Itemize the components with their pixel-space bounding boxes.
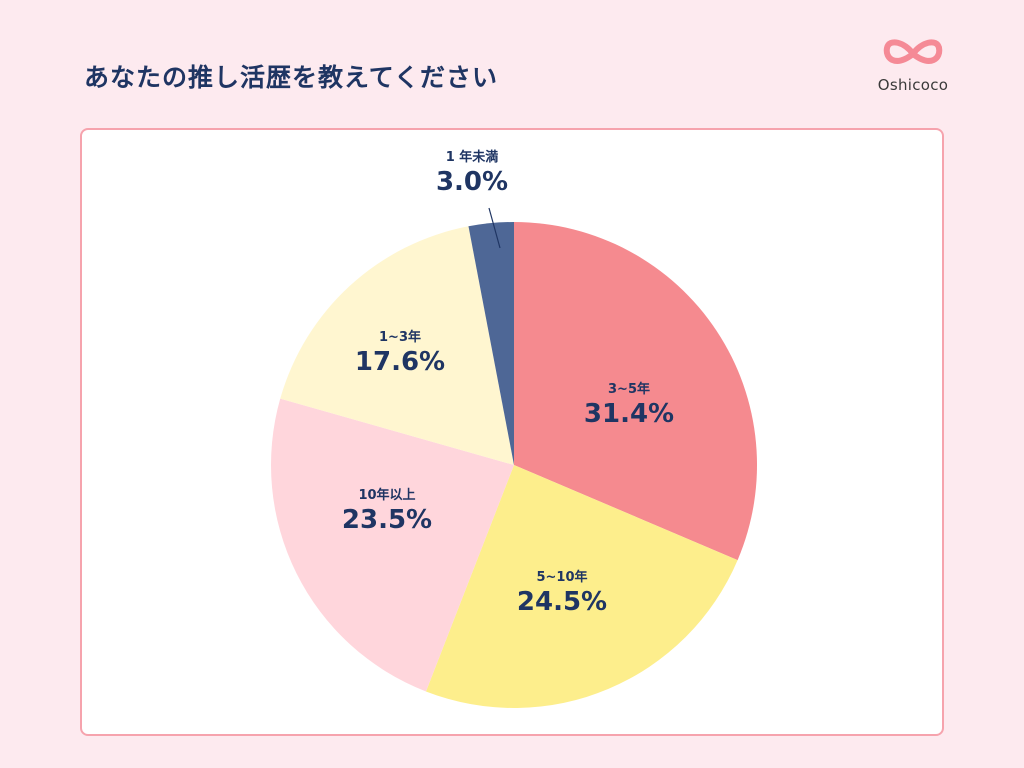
leader-line-under-1yr	[488, 207, 501, 249]
slice-5-10yr	[425, 465, 738, 708]
brand-name: Oshicoco	[877, 76, 949, 94]
slice-10yr-plus	[271, 398, 514, 692]
slice-3-5yr	[514, 222, 757, 561]
page-title: あなたの推し活歴を教えてください	[84, 63, 499, 92]
slice-label-1-3yr: 1~3年 17.6%	[354, 330, 446, 377]
slice-label-10yr-plus: 10年以上 23.5%	[341, 488, 433, 535]
brand-logo: Oshicoco	[868, 34, 958, 94]
slice-under-1yr	[468, 222, 514, 465]
chart-card: 3~5年 31.4% 5~10年 24.5% 10年以上 23.5% 1~3年 …	[80, 128, 944, 736]
slice-label-3-5yr: 3~5年 31.4%	[583, 382, 675, 429]
infinity-heart-logo-icon	[883, 39, 943, 64]
slice-label-5-10yr: 5~10年 24.5%	[516, 570, 608, 617]
slice-label-under-1yr: 1 年未満 3.0%	[435, 150, 509, 197]
pie-chart	[271, 207, 757, 708]
slice-1-3yr	[280, 226, 514, 465]
